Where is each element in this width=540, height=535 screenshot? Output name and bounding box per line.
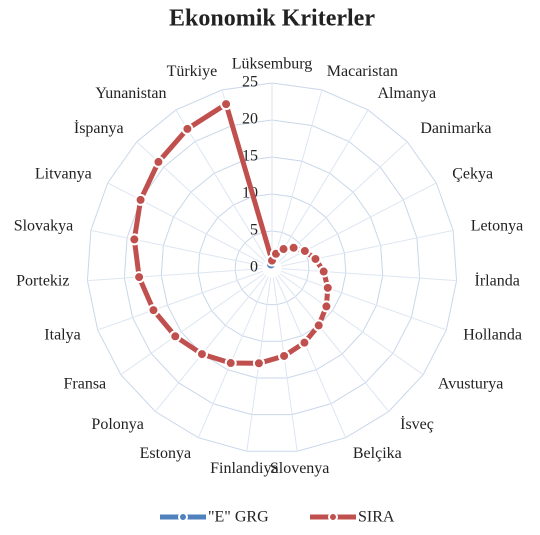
category-label: İspanya bbox=[74, 119, 124, 137]
chart-title: Ekonomik Kriterler bbox=[169, 6, 375, 32]
marker bbox=[133, 271, 146, 284]
spoke bbox=[271, 229, 454, 269]
category-label: Hollanda bbox=[463, 327, 522, 344]
marker bbox=[309, 252, 322, 265]
category-label: Estonya bbox=[140, 445, 192, 462]
category-label: Slovenya bbox=[270, 460, 330, 477]
r-tick-label: 20 bbox=[242, 111, 258, 128]
category-label: Italya bbox=[44, 327, 80, 344]
r-tick-label: 15 bbox=[242, 148, 258, 165]
marker bbox=[312, 319, 325, 332]
spoke bbox=[97, 267, 273, 331]
spoke bbox=[197, 267, 273, 438]
grid-ring bbox=[86, 82, 458, 452]
r-tick-label: 25 bbox=[242, 74, 258, 91]
grid-ring bbox=[197, 193, 347, 342]
category-label: Almanya bbox=[377, 85, 436, 102]
category-label: Litvanya bbox=[35, 165, 92, 182]
spoke bbox=[271, 267, 457, 282]
marker bbox=[252, 357, 265, 370]
r-tick-label: 5 bbox=[250, 222, 258, 239]
category-label: Fransa bbox=[63, 376, 106, 393]
spoke bbox=[271, 109, 369, 269]
grid-ring bbox=[160, 156, 384, 379]
spoke bbox=[271, 89, 323, 269]
spoke bbox=[87, 267, 273, 282]
marker bbox=[278, 349, 291, 362]
category-label: İrlanda bbox=[475, 272, 520, 290]
marker bbox=[287, 241, 300, 254]
marker bbox=[169, 330, 182, 343]
category-label: Yunanistan bbox=[95, 85, 166, 102]
marker bbox=[320, 300, 333, 313]
legend-marker bbox=[328, 512, 338, 522]
spoke bbox=[154, 267, 273, 412]
spoke bbox=[90, 229, 273, 269]
category-label: Lüksemburg bbox=[232, 56, 313, 73]
marker bbox=[321, 281, 334, 294]
marker bbox=[220, 98, 233, 111]
marker bbox=[224, 357, 237, 370]
category-label: Türkiye bbox=[167, 63, 218, 80]
spoke bbox=[175, 109, 273, 269]
marker bbox=[298, 244, 311, 257]
category-label: Danimarka bbox=[420, 120, 491, 137]
category-label: Finlandiya bbox=[210, 460, 278, 477]
marker bbox=[152, 155, 165, 168]
spoke bbox=[271, 267, 424, 376]
category-label: Çekya bbox=[452, 165, 493, 182]
category-label: Portekiz bbox=[16, 273, 69, 290]
category-label: Belçika bbox=[353, 445, 402, 462]
marker bbox=[277, 243, 290, 256]
spoke bbox=[271, 267, 447, 331]
marker bbox=[181, 122, 194, 135]
legend-marker bbox=[178, 512, 188, 522]
spoke bbox=[271, 182, 437, 269]
series-line bbox=[131, 101, 331, 366]
marker bbox=[128, 233, 141, 246]
marker bbox=[195, 348, 208, 361]
category-label: İsveç bbox=[400, 415, 434, 433]
category-label: Polonya bbox=[91, 416, 143, 433]
r-tick-label: 0 bbox=[250, 259, 258, 276]
marker bbox=[147, 304, 160, 317]
spoke bbox=[271, 267, 390, 412]
spoke bbox=[120, 267, 273, 376]
marker bbox=[317, 265, 330, 278]
legend-label: "E" GRG bbox=[208, 509, 269, 526]
marker bbox=[298, 336, 311, 349]
category-label: Letonya bbox=[471, 217, 523, 234]
category-label: Avusturya bbox=[438, 376, 503, 393]
spoke bbox=[107, 182, 273, 269]
spoke bbox=[271, 267, 347, 438]
category-label: Macaristan bbox=[327, 63, 398, 80]
marker bbox=[134, 193, 147, 206]
legend-label: SIRA bbox=[358, 509, 395, 526]
category-label: Slovakya bbox=[14, 217, 74, 234]
